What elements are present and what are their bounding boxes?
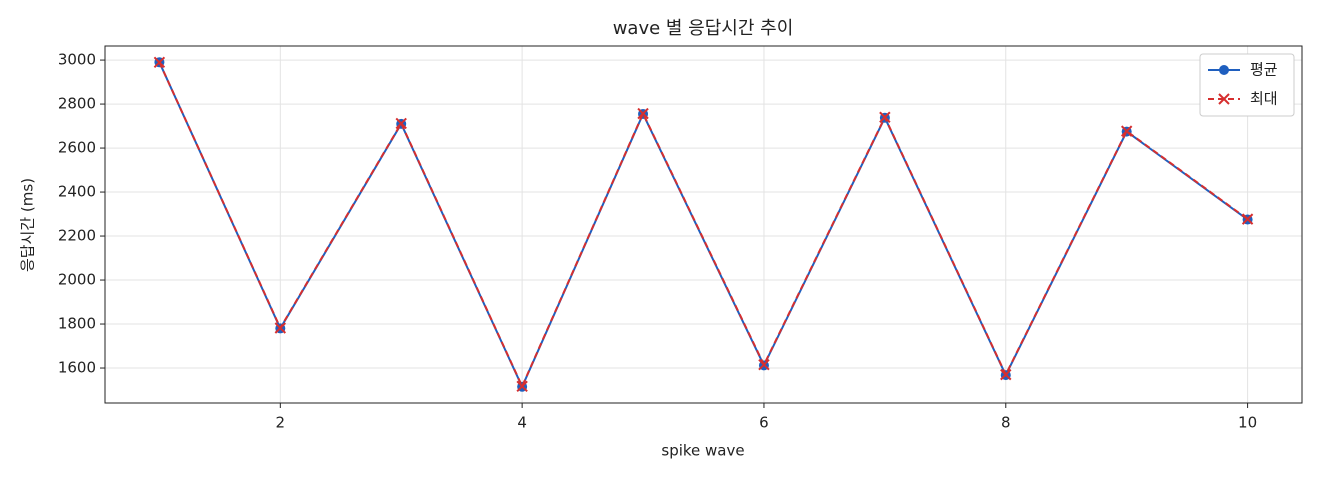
plot-frame: [104, 45, 1303, 404]
y-tick-label: 3000: [58, 51, 96, 69]
x-tick-label: 8: [1001, 414, 1011, 432]
marker: [879, 111, 891, 123]
marker: [274, 322, 287, 334]
legend-box: [1199, 53, 1295, 117]
marker: [395, 117, 407, 130]
x-axis-label: spike wave: [661, 442, 744, 460]
x-tick-label: 6: [759, 414, 769, 432]
legend-marker: [1219, 65, 1229, 75]
marker: [1120, 125, 1133, 137]
x-tick-label: 10: [1238, 414, 1257, 432]
marker: [516, 380, 528, 392]
y-tick-label: 1800: [58, 315, 96, 333]
y-tick-label: 2200: [58, 227, 96, 245]
series-line: [158, 61, 1249, 390]
legend-label: 평균: [1250, 61, 1278, 79]
y-tick-label: 2400: [58, 183, 96, 201]
x-tick-label: 4: [517, 414, 527, 432]
y-tick-label: 2800: [58, 95, 96, 113]
marker: [637, 107, 649, 120]
legend-label: 최대: [1250, 90, 1278, 108]
marker: [1241, 213, 1254, 225]
marker: [153, 56, 166, 68]
x-tick-label: 2: [276, 414, 286, 432]
y-axis-label: 응답시간 (ms): [19, 178, 37, 272]
marker: [758, 359, 770, 371]
series-line: [158, 61, 1249, 389]
chart-title: wave 별 응답시간 추이: [613, 18, 794, 39]
y-tick-label: 2000: [58, 271, 96, 289]
marker: [1000, 368, 1012, 381]
y-tick-label: 2600: [58, 139, 96, 157]
legend-marker: [1218, 93, 1230, 105]
y-tick-label: 1600: [58, 359, 96, 377]
